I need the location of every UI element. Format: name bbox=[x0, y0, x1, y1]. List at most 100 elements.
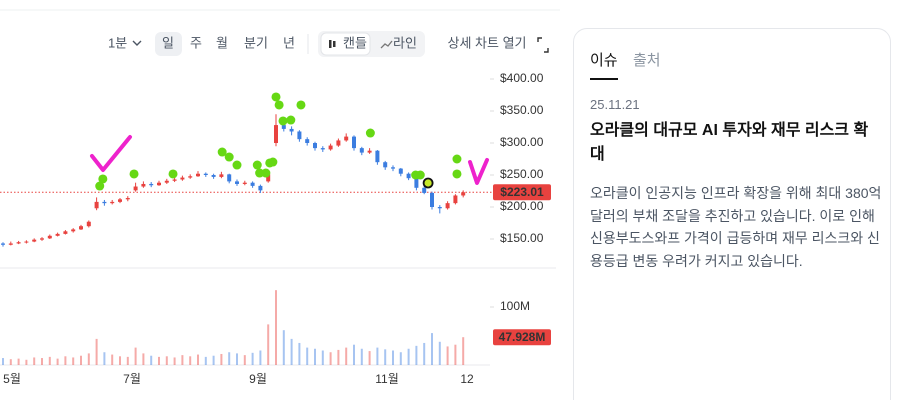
volume-bar bbox=[228, 352, 231, 365]
volume-bar bbox=[267, 324, 270, 365]
news-marker[interactable] bbox=[232, 160, 242, 170]
volume-bar bbox=[189, 356, 192, 365]
candle-body bbox=[453, 195, 458, 204]
news-marker[interactable] bbox=[365, 128, 375, 138]
news-marker[interactable] bbox=[452, 154, 462, 164]
expand-icon[interactable] bbox=[537, 37, 549, 53]
candle-body bbox=[196, 173, 200, 177]
news-marker[interactable] bbox=[129, 169, 139, 179]
period-button[interactable]: 월 bbox=[216, 35, 228, 50]
volume-bar bbox=[423, 342, 426, 365]
candle-body bbox=[24, 241, 29, 243]
news-marker[interactable] bbox=[217, 147, 227, 157]
open-detail[interactable]: 상세 차트 열기 bbox=[448, 35, 527, 50]
candle-body bbox=[461, 192, 466, 196]
candle-body bbox=[359, 148, 364, 153]
candle-body bbox=[16, 242, 21, 244]
news-marker-selected[interactable] bbox=[422, 177, 434, 189]
news-marker[interactable] bbox=[274, 100, 284, 110]
volume-bar bbox=[9, 359, 12, 365]
news-marker[interactable] bbox=[224, 152, 234, 162]
candle-body bbox=[313, 143, 317, 149]
candle-body bbox=[164, 180, 169, 183]
news-marker[interactable] bbox=[452, 169, 462, 179]
y-tick-label: $350.00 bbox=[500, 103, 544, 117]
period-button[interactable]: 분기 bbox=[244, 35, 268, 50]
news-marker[interactable] bbox=[252, 160, 262, 170]
x-tick-label: 5월 bbox=[3, 372, 21, 386]
news-marker[interactable] bbox=[415, 170, 425, 180]
news-title[interactable]: 오라클의 대규모 AI 투자와 재무 리스크 확대 bbox=[590, 122, 869, 163]
candle-body bbox=[47, 235, 52, 239]
style-button[interactable]: 라인 bbox=[393, 35, 417, 50]
candle-body bbox=[281, 125, 286, 129]
candle-body bbox=[250, 182, 255, 186]
candle-body bbox=[71, 229, 76, 232]
tab[interactable]: 이슈 bbox=[590, 49, 618, 80]
tab[interactable]: 출처 bbox=[633, 52, 661, 69]
volume-bar bbox=[25, 359, 28, 365]
news-marker[interactable] bbox=[255, 168, 265, 178]
volume-bar bbox=[56, 358, 59, 365]
volume-bar bbox=[353, 344, 355, 365]
volume-bar bbox=[64, 356, 67, 365]
candle-body bbox=[110, 201, 115, 204]
volume-bar bbox=[220, 353, 223, 365]
volume-bar bbox=[314, 348, 316, 365]
candle-body bbox=[352, 136, 356, 149]
candle-body bbox=[391, 167, 395, 169]
candle-body bbox=[172, 179, 177, 181]
volume-bar bbox=[212, 355, 215, 365]
period-selected-bg bbox=[155, 32, 182, 56]
candle-body bbox=[1, 243, 5, 245]
candle-body bbox=[86, 221, 91, 227]
y-tick-label: $250.00 bbox=[500, 167, 544, 181]
candle-body bbox=[414, 178, 419, 188]
last-volume-badge bbox=[493, 329, 551, 346]
volume-bar bbox=[181, 355, 184, 365]
news-marker[interactable] bbox=[95, 181, 105, 191]
period-button[interactable]: 일 bbox=[162, 35, 174, 50]
candle-body bbox=[445, 203, 450, 209]
volume-bar bbox=[392, 350, 394, 365]
news-marker[interactable] bbox=[296, 100, 306, 110]
volume-bar bbox=[438, 341, 441, 365]
period-button[interactable]: 주 bbox=[190, 35, 202, 50]
volume-bar bbox=[275, 290, 277, 365]
volume-bar bbox=[259, 350, 262, 365]
news-marker[interactable] bbox=[261, 168, 271, 178]
news-marker[interactable] bbox=[268, 157, 278, 167]
style-button[interactable]: 캔들 bbox=[343, 35, 367, 50]
candle-body bbox=[125, 198, 130, 200]
candle-body bbox=[242, 182, 247, 184]
volume-bar bbox=[290, 338, 293, 365]
period-button[interactable]: 년 bbox=[283, 35, 295, 50]
interval-select[interactable]: 1분 bbox=[108, 35, 127, 50]
hand-check bbox=[468, 158, 489, 185]
candle-body bbox=[203, 173, 208, 175]
volume-bar bbox=[399, 352, 402, 365]
volume-bar bbox=[236, 353, 238, 365]
candle-body bbox=[102, 201, 107, 204]
candle-body bbox=[367, 150, 372, 153]
news-marker[interactable] bbox=[98, 174, 108, 184]
news-marker[interactable] bbox=[278, 116, 288, 126]
candle-body bbox=[430, 192, 434, 207]
hand-check bbox=[90, 135, 132, 172]
news-marker[interactable] bbox=[271, 92, 281, 102]
candle-body bbox=[336, 140, 341, 146]
volume-bar bbox=[431, 333, 433, 365]
x-tick-label: 11월 bbox=[375, 372, 399, 386]
volume-bar bbox=[87, 353, 90, 365]
volume-bar bbox=[111, 354, 114, 365]
volume-bar bbox=[95, 338, 98, 365]
candle-body bbox=[149, 183, 154, 186]
candle-body bbox=[157, 182, 161, 186]
news-marker[interactable] bbox=[286, 115, 296, 125]
news-marker[interactable] bbox=[168, 169, 178, 179]
candle-body bbox=[297, 131, 302, 140]
volume-bar bbox=[337, 349, 340, 365]
candle-body bbox=[258, 185, 263, 191]
candle-body bbox=[219, 174, 224, 177]
candle-body bbox=[305, 139, 310, 143]
